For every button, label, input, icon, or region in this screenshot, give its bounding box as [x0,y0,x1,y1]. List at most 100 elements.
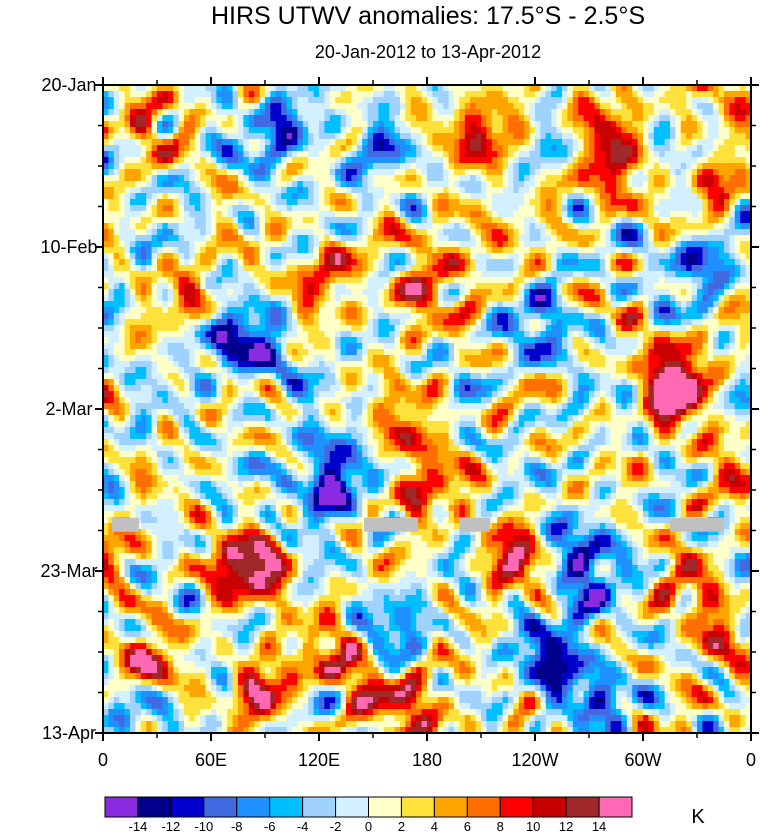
field-cell [691,91,698,98]
field-cell [589,91,595,98]
field-cell [189,331,196,338]
field-cell [470,331,477,338]
field-cell [302,91,309,98]
field-cell [481,295,487,302]
field-cell [524,313,531,320]
field-cell [502,241,509,248]
field-cell [713,301,720,308]
field-cell [594,85,601,92]
field-cell [583,169,590,176]
field-cell [659,253,666,260]
field-cell [616,235,622,242]
field-cell [621,301,628,308]
field-cell [373,169,379,176]
field-cell [151,169,158,176]
field-cell [707,301,714,308]
field-cell [637,295,644,302]
field-cell [367,295,374,302]
field-cell [324,133,331,140]
field-cell [378,271,385,278]
field-cell [167,283,174,290]
field-cell [205,331,212,338]
field-cell [275,277,282,284]
field-cell [497,199,504,206]
field-cell [680,313,687,320]
field-cell [454,325,460,332]
field-cell [243,235,250,242]
field-cell [653,247,660,254]
field-cell [265,157,271,164]
field-cell [421,175,428,182]
field-cell [675,163,682,170]
field-cell [232,313,239,320]
field-cell [481,331,487,338]
field-cell [491,145,498,152]
field-cell [686,91,693,98]
field-cell [113,133,120,140]
field-cell [194,229,201,236]
field-cell [464,97,471,104]
field-cell [329,181,336,188]
field-cell [481,157,487,164]
field-cell [416,259,423,266]
field-cell [194,91,201,98]
field-cell [680,109,687,116]
field-cell [124,181,131,188]
field-cell [346,271,352,278]
field-cell [497,247,504,254]
field-cell [718,301,725,308]
field-cell [653,271,660,278]
field-cell [610,277,617,284]
field-cell [562,169,568,176]
field-cell [470,241,477,248]
field-cell [729,163,736,170]
field-cell [248,313,255,320]
field-cell [421,205,428,212]
field-cell [416,241,423,248]
field-cell [281,175,288,182]
field-cell [216,319,223,326]
field-cell [130,133,136,140]
field-cell [740,271,747,278]
field-cell [740,235,747,242]
field-cell [421,127,428,134]
field-cell [545,91,552,98]
field-cell [653,91,660,98]
field-cell [178,187,185,194]
field-cell [745,187,751,194]
field-cell [367,223,374,230]
field-cell [610,151,617,158]
field-cell [140,139,147,146]
field-cell [702,145,709,152]
field-cell [157,319,163,326]
field-cell [243,319,250,326]
field-cell [113,331,120,338]
field-cell [302,139,309,146]
field-cell [702,187,709,194]
field-cell [232,115,239,122]
field-cell [405,289,412,296]
field-cell [162,229,169,236]
field-cell [616,133,622,140]
field-cell [200,193,207,200]
field-cell [286,235,293,242]
field-cell [340,223,347,230]
field-cell [740,307,747,314]
field-cell [313,217,320,224]
field-cell [691,145,698,152]
field-cell [448,121,455,128]
field-cell [740,91,747,98]
field-cell [740,241,747,248]
field-cell [545,289,552,296]
field-cell [524,259,531,266]
field-cell [216,253,223,260]
field-cell [124,193,131,200]
field-cell [329,157,336,164]
field-cell [416,151,423,158]
field-cell [157,169,163,176]
field-cell [535,217,541,224]
field-cell [745,211,751,218]
field-cell [356,85,363,92]
field-cell [432,295,439,302]
field-cell [286,127,293,134]
